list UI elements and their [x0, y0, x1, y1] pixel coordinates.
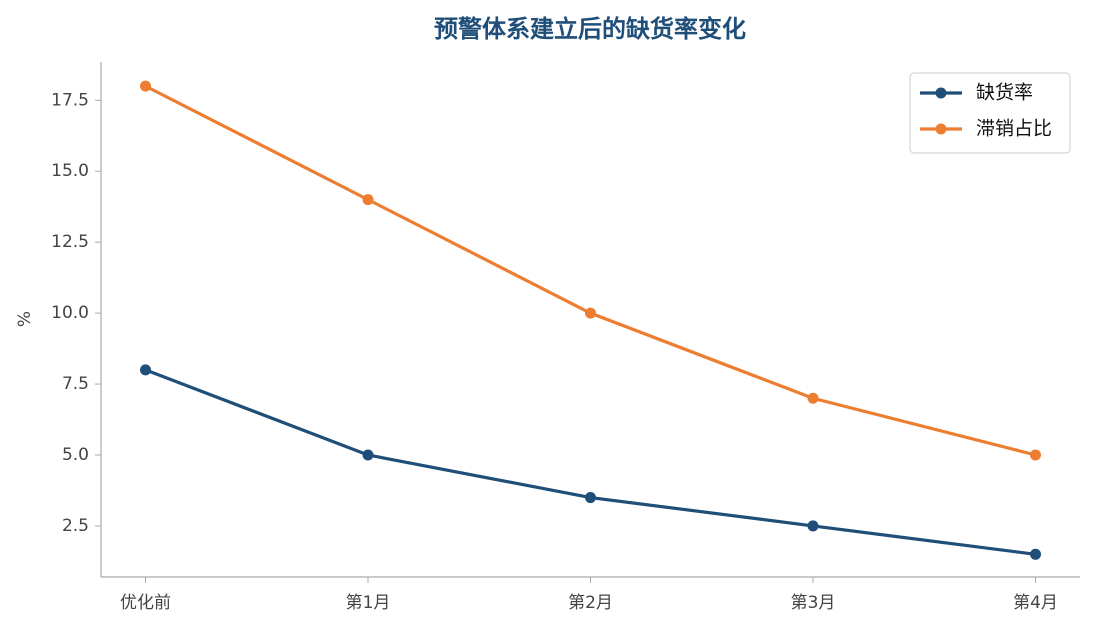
data-point: [807, 520, 819, 532]
x-tick-label: 优化前: [120, 593, 171, 613]
y-axis-label: %: [15, 311, 35, 327]
y-tick-label: 7.5: [62, 374, 89, 394]
data-point: [807, 392, 819, 404]
y-tick-label: 15.0: [51, 161, 89, 181]
y-tick-label: 10.0: [51, 303, 89, 323]
y-tick-label: 17.5: [51, 90, 89, 110]
series-line: [144, 368, 1036, 556]
x-tick-label: 第3月: [791, 593, 836, 613]
data-point: [140, 364, 151, 376]
x-tick-label: 第4月: [1013, 593, 1058, 613]
legend-label: 缺货率: [976, 82, 1033, 104]
legend-label: 滞销占比: [976, 118, 1052, 140]
x-tick-label: 第1月: [346, 593, 391, 613]
y-tick-label: 2.5: [62, 516, 89, 536]
legend-marker: [935, 87, 947, 99]
x-tick-label: 第2月: [568, 593, 613, 613]
data-point: [1030, 449, 1041, 461]
data-point: [585, 307, 596, 319]
chart-title: 预警体系建立后的缺货率变化: [434, 15, 746, 43]
series-line: [144, 84, 1036, 457]
y-tick-label: 5.0: [62, 445, 89, 465]
data-point: [362, 449, 374, 461]
data-point: [585, 492, 596, 504]
data-point: [362, 194, 374, 206]
data-point: [140, 80, 151, 92]
y-tick-label: 12.5: [51, 232, 89, 252]
data-point: [1030, 548, 1041, 560]
legend-marker: [935, 123, 947, 135]
